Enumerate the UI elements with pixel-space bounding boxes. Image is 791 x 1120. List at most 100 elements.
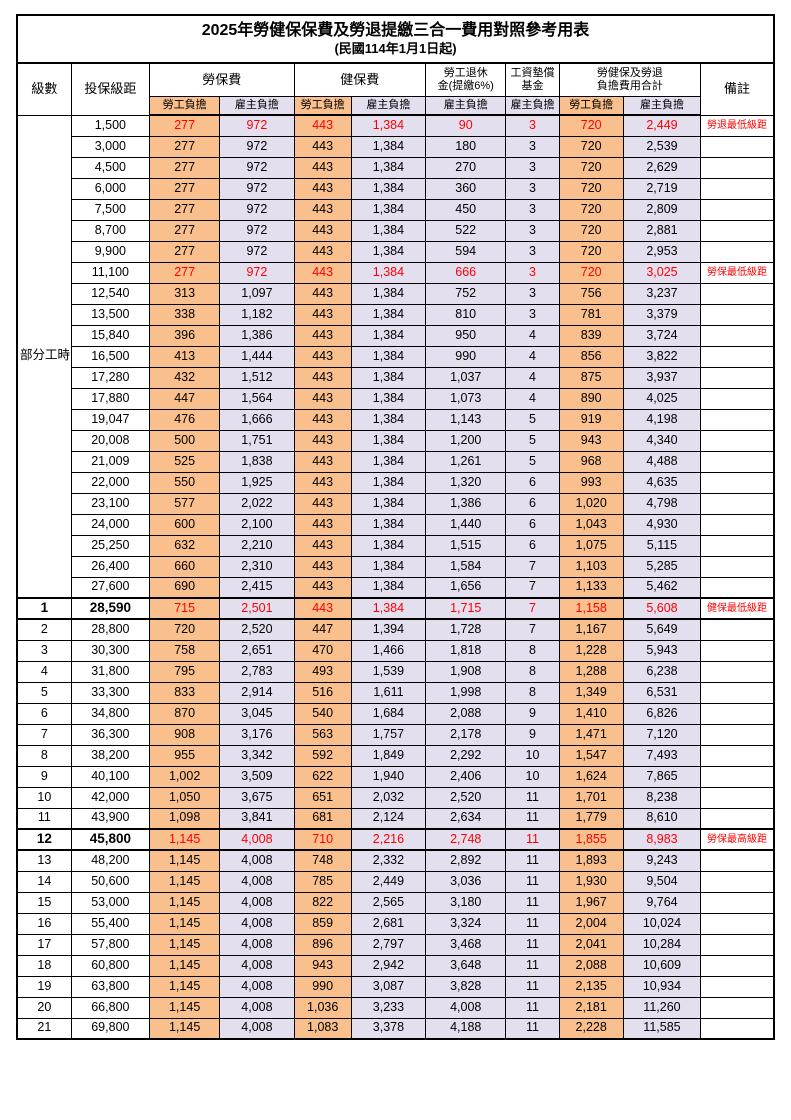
table-row: 3,000 277 972 443 1,384 180 3 720 2,539 bbox=[17, 135, 775, 158]
health-employee-cell: 443 bbox=[293, 366, 352, 389]
total-employee-cell: 1,967 bbox=[558, 891, 624, 914]
fund-employer-cell: 3 bbox=[505, 198, 560, 221]
fund-employer-cell: 11 bbox=[505, 891, 560, 914]
total-employer-cell: 10,284 bbox=[622, 933, 702, 956]
labor-employer-cell: 4,008 bbox=[219, 912, 295, 935]
total-employee-cell: 1,020 bbox=[558, 492, 624, 515]
remark-cell bbox=[700, 807, 775, 830]
labor-employee-cell: 277 bbox=[148, 114, 221, 137]
bracket-cell: 38,200 bbox=[70, 744, 151, 767]
fund-employer-cell: 11 bbox=[505, 912, 560, 935]
labor-employee-cell: 476 bbox=[148, 408, 221, 431]
bracket-cell: 3,000 bbox=[70, 135, 151, 158]
fund-employer-cell: 9 bbox=[505, 723, 560, 746]
health-employer-cell: 3,378 bbox=[350, 1017, 427, 1040]
total-employer-cell: 6,826 bbox=[622, 702, 702, 725]
health-employer-cell: 1,384 bbox=[350, 135, 427, 158]
remark-cell bbox=[700, 450, 775, 473]
remark-cell bbox=[700, 891, 775, 914]
health-employee-cell: 443 bbox=[293, 597, 352, 620]
total-employee-cell: 943 bbox=[558, 429, 624, 452]
premium-reference-table: 2025年勞健保保費及勞退提繳三合一費用對照參考用表 (民國114年1月1日起)… bbox=[16, 14, 775, 1040]
labor-employee-cell: 447 bbox=[148, 387, 221, 410]
total-employer-cell: 2,449 bbox=[622, 114, 702, 137]
bracket-cell: 30,300 bbox=[70, 639, 151, 662]
remark-cell bbox=[700, 786, 775, 809]
total-employer-cell: 3,937 bbox=[622, 366, 702, 389]
health-employee-cell: 443 bbox=[293, 471, 352, 494]
health-employee-cell: 443 bbox=[293, 198, 352, 221]
labor-employer-cell: 2,100 bbox=[219, 513, 295, 536]
remark-cell bbox=[700, 660, 775, 683]
table-row: 1 28,590 715 2,501 443 1,384 1,715 7 1,158 5,608 健… bbox=[16, 597, 775, 620]
table-row: 13 48,200 1,145 4,008 748 2,332 2,892 11 1,893 9,… bbox=[16, 849, 775, 872]
total-employer-cell: 2,809 bbox=[622, 198, 702, 221]
level-cell: 9 bbox=[16, 765, 72, 788]
bracket-cell: 33,300 bbox=[70, 681, 151, 704]
bracket-cell: 17,280 bbox=[70, 366, 151, 389]
labor-employer-cell: 4,008 bbox=[219, 933, 295, 956]
health-employee-cell: 447 bbox=[293, 618, 352, 641]
bracket-cell: 12,540 bbox=[70, 282, 151, 305]
level-cell: 15 bbox=[16, 891, 72, 914]
labor-employer-cell: 4,008 bbox=[219, 849, 295, 872]
fund-employer-cell: 3 bbox=[505, 177, 560, 200]
remark-cell bbox=[700, 702, 775, 725]
bracket-cell: 20,008 bbox=[70, 429, 151, 452]
health-employer-cell: 1,384 bbox=[350, 177, 427, 200]
remark-cell bbox=[700, 303, 775, 326]
labor-employer-cell: 3,176 bbox=[219, 723, 295, 746]
pension-employer-cell: 2,748 bbox=[425, 828, 507, 851]
remark-cell bbox=[700, 954, 775, 977]
fund-employer-cell: 5 bbox=[505, 408, 560, 431]
fund-employer-cell: 6 bbox=[505, 492, 560, 515]
table-row: 14 50,600 1,145 4,008 785 2,449 3,036 11 1,930 9,… bbox=[16, 870, 775, 893]
health-employee-cell: 710 bbox=[293, 828, 352, 851]
table-header: 2025年勞健保保費及勞退提繳三合一費用對照參考用表 (民國114年1月1日起)… bbox=[16, 14, 775, 116]
fund-employer-cell: 7 bbox=[505, 576, 560, 599]
labor-employer-cell: 1,182 bbox=[219, 303, 295, 326]
total-employee-cell: 919 bbox=[558, 408, 624, 431]
fund-employer-cell: 4 bbox=[505, 345, 560, 368]
health-employee-cell: 443 bbox=[293, 135, 352, 158]
total-employee-cell: 1,228 bbox=[558, 639, 624, 662]
level-cell: 13 bbox=[16, 849, 72, 872]
pension-employer-cell: 90 bbox=[425, 114, 507, 137]
table-row: 20 66,800 1,145 4,008 1,036 3,233 4,008 11 2,181… bbox=[16, 996, 775, 1019]
fund-employer-cell: 10 bbox=[505, 765, 560, 788]
col-header-labor-insurance: 勞保費 bbox=[149, 62, 295, 97]
pension-employer-cell: 1,386 bbox=[425, 492, 507, 515]
total-employer-cell: 9,243 bbox=[622, 849, 702, 872]
total-employee-cell: 1,624 bbox=[558, 765, 624, 788]
subheader-fund-employer: 雇主負擔 bbox=[505, 95, 560, 116]
total-employee-cell: 781 bbox=[558, 303, 624, 326]
health-employer-cell: 1,757 bbox=[350, 723, 427, 746]
fund-employer-cell: 5 bbox=[505, 450, 560, 473]
table-row: 26,400 660 2,310 443 1,384 1,584 7 1,103 5,285 bbox=[17, 555, 775, 578]
pension-employer-cell: 1,143 bbox=[425, 408, 507, 431]
total-employee-cell: 890 bbox=[558, 387, 624, 410]
labor-employee-cell: 500 bbox=[148, 429, 221, 452]
bracket-cell: 57,800 bbox=[70, 933, 151, 956]
pension-employer-cell: 1,998 bbox=[425, 681, 507, 704]
remark-cell bbox=[700, 744, 775, 767]
total-employer-cell: 4,930 bbox=[622, 513, 702, 536]
health-employer-cell: 2,216 bbox=[350, 828, 427, 851]
bracket-cell: 28,590 bbox=[70, 597, 151, 620]
health-employer-cell: 1,849 bbox=[350, 744, 427, 767]
pension-employer-cell: 1,515 bbox=[425, 534, 507, 557]
pension-employer-cell: 1,728 bbox=[425, 618, 507, 641]
labor-employee-cell: 833 bbox=[148, 681, 221, 704]
total-employee-cell: 1,701 bbox=[558, 786, 624, 809]
remark-cell bbox=[700, 765, 775, 788]
bracket-cell: 63,800 bbox=[70, 975, 151, 998]
level-cell: 6 bbox=[16, 702, 72, 725]
remark-cell bbox=[700, 492, 775, 515]
total-employee-cell: 1,349 bbox=[558, 681, 624, 704]
total-employee-cell: 2,228 bbox=[558, 1017, 624, 1040]
pension-employer-cell: 1,908 bbox=[425, 660, 507, 683]
health-employee-cell: 943 bbox=[293, 954, 352, 977]
table-title: 2025年勞健保保費及勞退提繳三合一費用對照參考用表 bbox=[201, 22, 590, 40]
labor-employee-cell: 277 bbox=[148, 261, 221, 284]
health-employer-cell: 1,384 bbox=[350, 429, 427, 452]
